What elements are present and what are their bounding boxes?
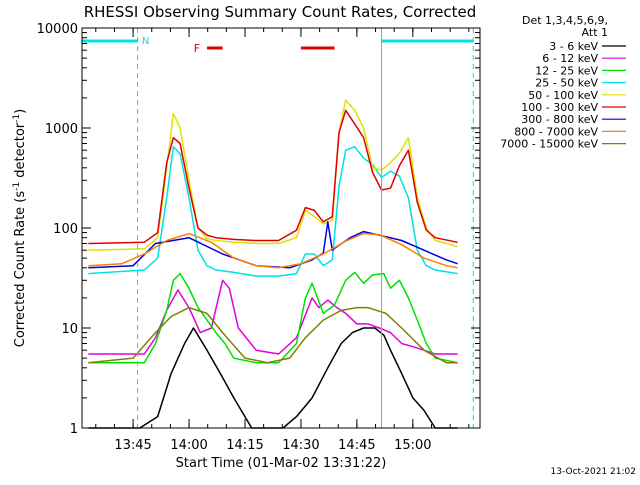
flare-label: F — [194, 42, 200, 55]
y-tick-label-1: 10 — [61, 322, 78, 337]
timestamp: 13-Oct-2021 21:02 — [551, 467, 636, 477]
y-axis-label-sup2: -1 — [12, 114, 22, 123]
y-axis-label: Corrected Count Rate (s-1 detector-1) — [12, 109, 28, 347]
x-tick-label-5: 15:00 — [394, 438, 431, 453]
series-line-6 — [88, 221, 458, 269]
series-line-8 — [88, 306, 458, 364]
chart-title: RHESSI Observing Summary Count Rates, Co… — [84, 3, 477, 21]
legend-label-1: 6 - 12 keV — [542, 52, 598, 65]
series-line-0 — [88, 327, 458, 429]
x-tick-label-1: 14:00 — [170, 438, 207, 453]
legend-label-0: 3 - 6 keV — [549, 40, 598, 53]
legend-label-6: 300 - 800 keV — [521, 113, 598, 126]
legend-label-3: 25 - 50 keV — [535, 77, 598, 90]
x-tick-label-4: 14:45 — [338, 438, 375, 453]
series-line-3 — [88, 145, 458, 277]
series-line-5 — [88, 109, 458, 245]
series-line-1 — [88, 279, 458, 355]
x-tick-label-3: 14:30 — [282, 438, 319, 453]
y-axis-label-part1: Corrected Count Rate (s — [13, 191, 28, 348]
legend-header-0: Det 1,3,4,5,6,9, — [522, 14, 608, 27]
x-tick-label-0: 13:45 — [114, 438, 151, 453]
y-tick-label-3: 1000 — [45, 122, 78, 137]
x-axis-label: Start Time (01-Mar-02 13:31:22) — [176, 456, 387, 471]
series-line-7 — [88, 232, 458, 269]
legend-label-8: 7000 - 15000 keV — [500, 138, 598, 151]
legend-header-1: Att 1 — [582, 26, 608, 39]
x-tick-label-2: 14:15 — [226, 438, 263, 453]
series-line-2 — [88, 271, 458, 364]
series-lines — [88, 99, 458, 429]
annotations: NF — [81, 28, 474, 428]
y-axis-label-part2: detector — [13, 122, 28, 182]
legend-label-2: 12 - 25 keV — [535, 64, 598, 77]
y-tick-label-0: 1 — [70, 422, 78, 437]
y-tick-label-2: 100 — [53, 222, 78, 237]
legend-label-4: 50 - 100 keV — [528, 89, 598, 102]
y-tick-label-4: 10000 — [37, 22, 78, 37]
legend-label-7: 800 - 7000 keV — [514, 125, 598, 138]
y-axis-label-part3: ) — [13, 109, 28, 114]
y-axis: 1 10 100 1000 10000 — [37, 22, 480, 437]
night-label: N — [142, 36, 149, 47]
y-axis-label-sup1: -1 — [12, 182, 22, 191]
x-axis: 13:45 14:00 14:15 14:30 14:45 15:00 — [95, 28, 470, 453]
plot-frame — [81, 27, 481, 429]
series-line-4 — [88, 99, 458, 251]
legend-label-5: 100 - 300 keV — [521, 101, 598, 114]
